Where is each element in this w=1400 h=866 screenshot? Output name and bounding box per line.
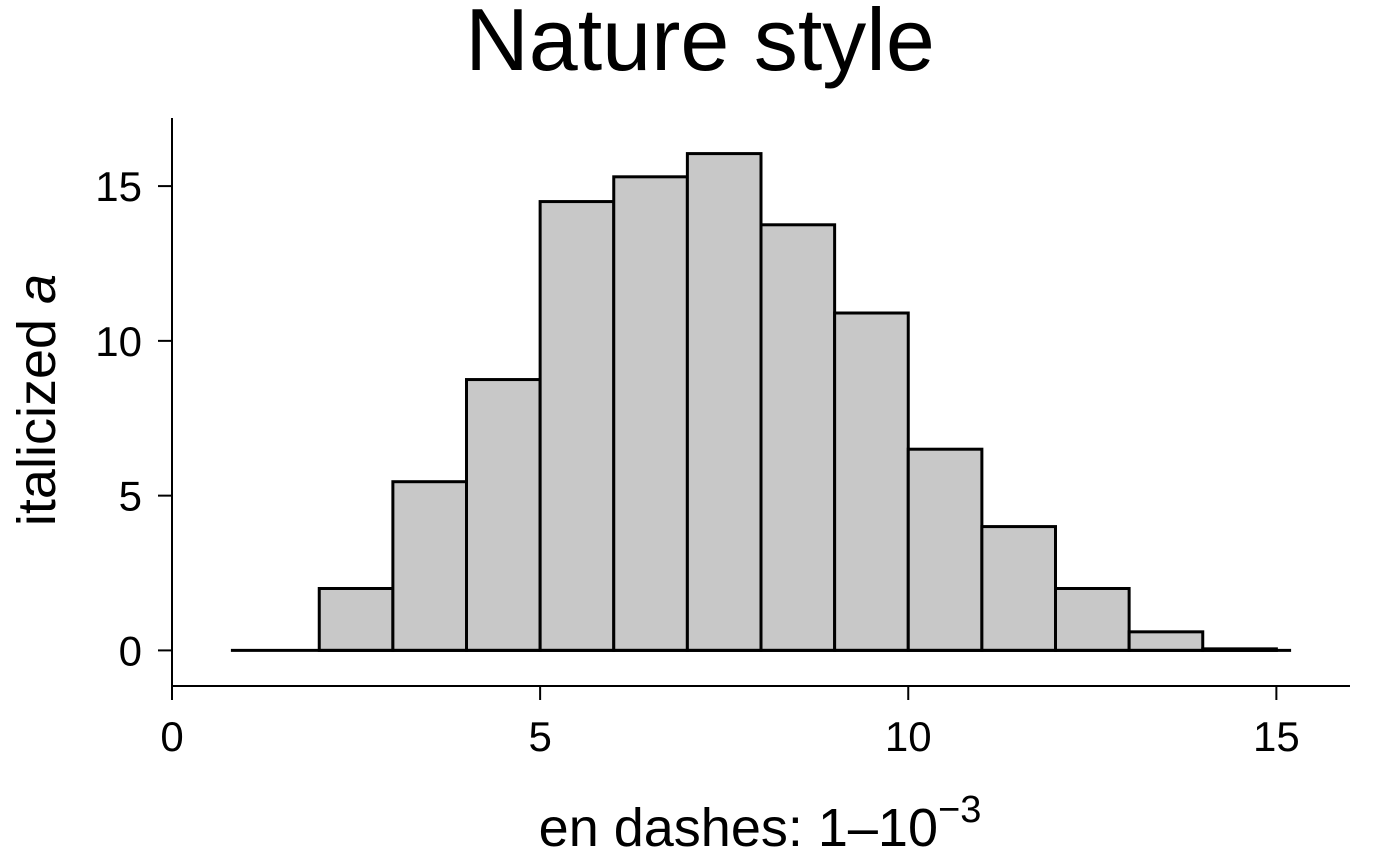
x-tick-label: 0 bbox=[160, 713, 183, 760]
histogram-bar bbox=[538, 200, 616, 652]
y-axis-label: italicized a bbox=[7, 274, 67, 526]
y-tick-label: 10 bbox=[95, 318, 142, 365]
x-tick-label: 5 bbox=[528, 713, 551, 760]
y-axis-label-main: italicized bbox=[7, 304, 67, 526]
x-tick-label: 15 bbox=[1253, 713, 1300, 760]
y-tick-label: 5 bbox=[119, 473, 142, 520]
histogram-bar bbox=[465, 378, 542, 652]
axes-layer bbox=[171, 118, 1350, 687]
histogram-bar bbox=[1054, 586, 1131, 652]
y-tick-label: 15 bbox=[95, 163, 142, 210]
histogram-bar bbox=[1127, 630, 1205, 652]
x-axis-label-main: en dashes: 1–10 bbox=[539, 798, 938, 858]
bars-layer bbox=[230, 152, 1292, 652]
histogram-bar bbox=[759, 223, 837, 652]
y-axis-label-italic-a: a bbox=[7, 274, 67, 304]
x-tick-label: 10 bbox=[885, 713, 932, 760]
histogram-bar bbox=[391, 480, 468, 652]
histogram-bar bbox=[833, 311, 910, 652]
histogram-bar bbox=[317, 586, 395, 652]
ticks-layer: 0 5 10 15 0 5 10 15 bbox=[95, 163, 1299, 760]
x-axis-label-exponent: −3 bbox=[938, 789, 981, 831]
histogram-bar bbox=[906, 447, 984, 652]
x-axis-label: en dashes: 1–10−3 bbox=[539, 789, 982, 858]
histogram-bar bbox=[612, 175, 689, 652]
histogram-bar bbox=[980, 525, 1057, 652]
y-tick-label: 0 bbox=[119, 627, 142, 674]
chart-title: Nature style bbox=[465, 0, 935, 89]
histogram-bar bbox=[685, 152, 763, 652]
